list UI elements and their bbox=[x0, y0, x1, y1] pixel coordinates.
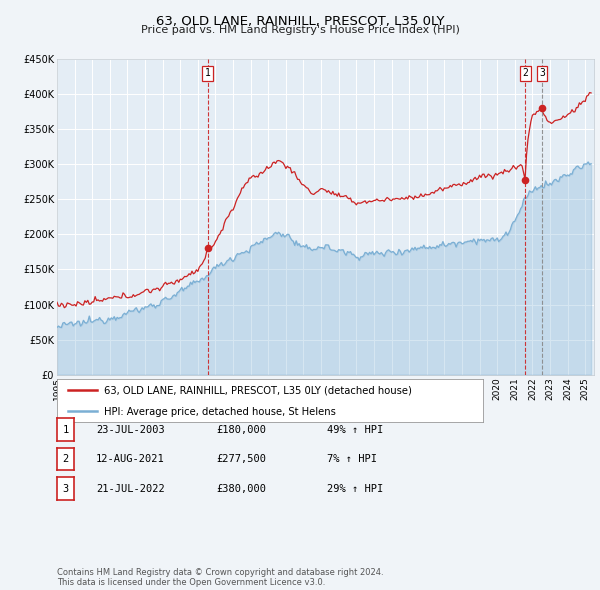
Text: Contains HM Land Registry data © Crown copyright and database right 2024.
This d: Contains HM Land Registry data © Crown c… bbox=[57, 568, 383, 587]
Text: Price paid vs. HM Land Registry's House Price Index (HPI): Price paid vs. HM Land Registry's House … bbox=[140, 25, 460, 35]
Text: £180,000: £180,000 bbox=[216, 425, 266, 434]
Text: 29% ↑ HPI: 29% ↑ HPI bbox=[327, 484, 383, 493]
Text: 12-AUG-2021: 12-AUG-2021 bbox=[96, 454, 165, 464]
Text: 63, OLD LANE, RAINHILL, PRESCOT, L35 0LY (detached house): 63, OLD LANE, RAINHILL, PRESCOT, L35 0LY… bbox=[104, 386, 412, 396]
Text: 2: 2 bbox=[62, 454, 68, 464]
Text: 23-JUL-2003: 23-JUL-2003 bbox=[96, 425, 165, 434]
Text: 2: 2 bbox=[523, 68, 529, 78]
Text: 1: 1 bbox=[62, 425, 68, 434]
Text: 3: 3 bbox=[62, 484, 68, 493]
Text: HPI: Average price, detached house, St Helens: HPI: Average price, detached house, St H… bbox=[104, 407, 336, 417]
Text: 49% ↑ HPI: 49% ↑ HPI bbox=[327, 425, 383, 434]
Text: 7% ↑ HPI: 7% ↑ HPI bbox=[327, 454, 377, 464]
Text: 1: 1 bbox=[205, 68, 211, 78]
Text: 3: 3 bbox=[539, 68, 545, 78]
Text: 21-JUL-2022: 21-JUL-2022 bbox=[96, 484, 165, 493]
Text: £380,000: £380,000 bbox=[216, 484, 266, 493]
Text: 63, OLD LANE, RAINHILL, PRESCOT, L35 0LY: 63, OLD LANE, RAINHILL, PRESCOT, L35 0LY bbox=[156, 15, 444, 28]
Text: £277,500: £277,500 bbox=[216, 454, 266, 464]
